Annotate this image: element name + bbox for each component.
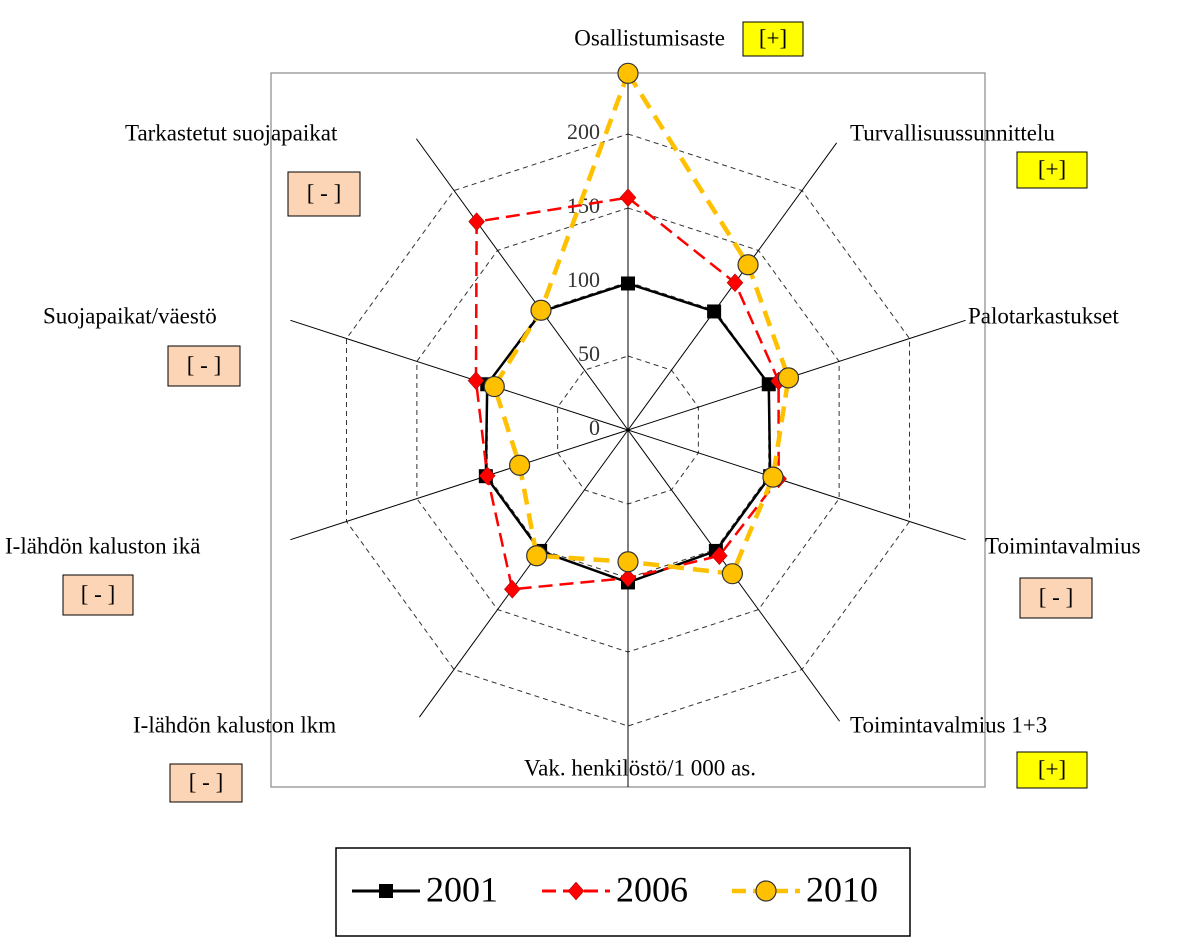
category-label: Tarkastetut suojapaikat [125,120,338,145]
badge: [+] [1038,756,1066,781]
data-point [726,273,744,293]
data-point [711,546,728,566]
data-point [762,466,784,488]
data-point [737,254,759,276]
legend-marker [567,881,585,901]
badge: [+] [1038,156,1066,181]
badge-box [1016,151,1088,189]
data-point [509,454,531,476]
badge-box [1019,577,1093,619]
tick-label: 0 [589,415,600,440]
spoke [290,319,629,431]
category-label: I-lähdön kaluston lkm [133,712,336,737]
data-point [777,367,800,389]
tick-label: 200 [567,119,600,144]
legend-label: 2001 [426,869,498,909]
category-label: Turvallisuussunnittelu [850,120,1055,145]
legend-frame [335,847,911,937]
legend-marker [379,884,393,898]
series-line [474,196,780,591]
data-point [503,579,521,599]
badge: [ - ] [1039,584,1073,609]
badge: [+] [759,25,787,50]
legend-label: 2010 [806,869,878,909]
spoke [415,138,629,431]
data-point [467,371,485,390]
category-label: Osallistumisaste [574,25,725,50]
data-point [468,212,485,232]
grid-ring [345,133,911,727]
data-point [530,299,552,321]
category-label: Toimintavalmius 1+3 [850,712,1047,737]
badge: [ - ] [307,180,341,205]
badge-box [287,171,361,217]
data-point [617,62,639,84]
data-point [707,304,722,319]
data-point [619,568,637,588]
data-point [617,551,639,573]
category-label: Vak. henkilöstö/1 000 as. [524,755,756,780]
data-point [483,375,505,398]
category-label: Toimintavalmius [985,533,1141,558]
legend-marker [755,880,777,902]
badge: [ - ] [189,769,223,794]
category-label: Suojapaikat/väestö [43,303,217,328]
badge-box [62,574,134,616]
badge-box [742,21,804,57]
tick-label: 100 [567,267,600,292]
data-point [721,563,743,585]
spoke [290,429,629,541]
spoke [627,429,966,541]
badge-box [169,763,243,803]
legend-label: 2006 [616,869,688,909]
data-point [526,545,548,567]
spoke [418,429,629,718]
badge: [ - ] [81,581,115,606]
badge-box [167,345,241,387]
category-label: I-lähdön kaluston ikä [5,533,200,558]
series-line [491,68,791,577]
badge: [ - ] [187,352,221,377]
category-label: Palotarkastukset [968,303,1119,328]
badge-box [1016,751,1088,789]
data-point [619,188,637,208]
tick-label: 50 [578,341,600,366]
data-point [621,276,635,291]
data-point [478,466,496,486]
